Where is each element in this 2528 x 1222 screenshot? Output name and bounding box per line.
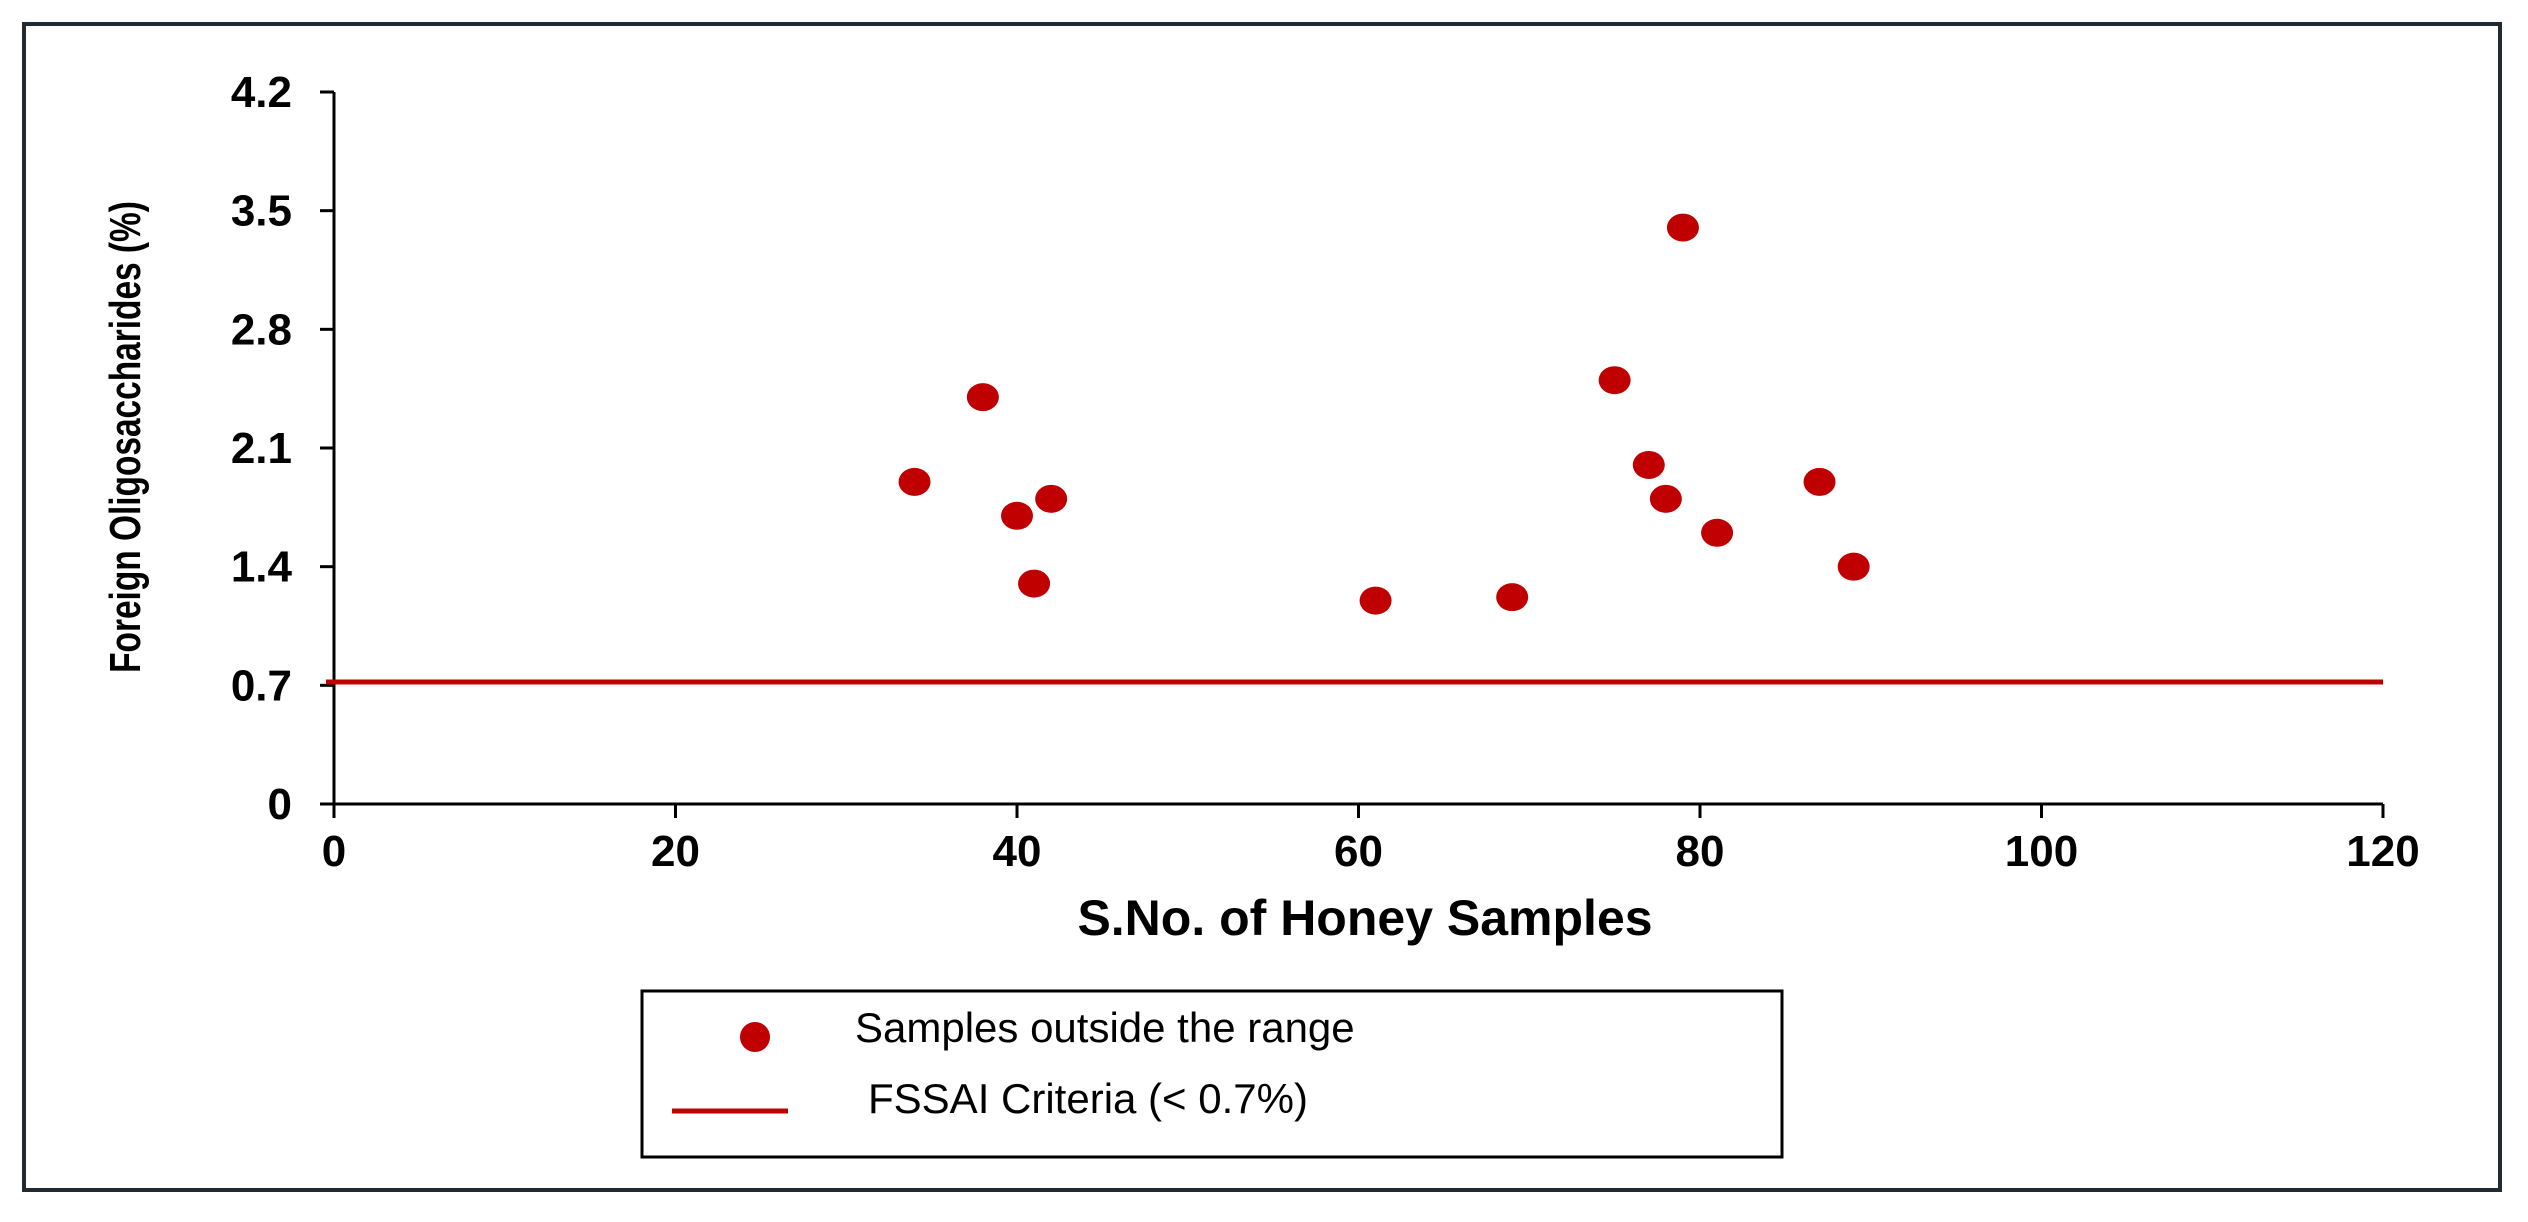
x-tick-label: 20 <box>651 827 700 876</box>
y-tick-label: 1.4 <box>231 543 293 592</box>
data-point <box>1837 552 1870 581</box>
x-tick-labels: 0 20 40 60 80 100 120 <box>322 827 2420 876</box>
data-point <box>1803 467 1836 496</box>
data-point <box>1649 484 1682 513</box>
data-point <box>1666 213 1699 242</box>
x-tick-label: 80 <box>1676 827 1725 876</box>
y-tick-labels: 0 0.7 1.4 2.1 2.8 3.5 4.2 <box>231 68 293 829</box>
y-tick-label: 0 <box>268 780 292 829</box>
legend-box <box>640 989 1784 1159</box>
data-point <box>1632 450 1665 479</box>
legend-label-line: FSSAI Criteria (< 0.7%) <box>868 1075 1308 1122</box>
y-axis-title: Foreign Oligosaccharides (%) <box>102 201 150 673</box>
data-point <box>1359 586 1392 615</box>
x-tick-label: 60 <box>1334 827 1383 876</box>
data-point <box>1496 583 1529 612</box>
data-point <box>898 467 931 496</box>
x-tick-label: 40 <box>993 827 1042 876</box>
data-point <box>1018 569 1051 598</box>
x-tick-label: 0 <box>322 827 346 876</box>
x-axis-title: S.No. of Honey Samples <box>1077 890 1652 946</box>
axes <box>320 90 2385 818</box>
y-tick-label: 3.5 <box>231 187 292 236</box>
y-tick-label: 0.7 <box>231 661 292 710</box>
data-point <box>1001 501 1033 530</box>
legend-label-scatter: Samples outside the range <box>855 1004 1355 1051</box>
data-point <box>966 383 999 412</box>
data-points <box>898 213 1870 615</box>
x-tick-label: 120 <box>2346 827 2419 876</box>
data-point <box>1598 366 1631 395</box>
x-tick-label: 100 <box>2005 827 2078 876</box>
y-tick-label: 2.1 <box>231 424 292 473</box>
data-point <box>1035 484 1068 513</box>
data-point <box>1701 518 1734 547</box>
legend: Samples outside the range FSSAI Criteria… <box>640 989 1784 1159</box>
y-tick-label: 2.8 <box>231 305 292 354</box>
y-tick-label: 4.2 <box>231 68 292 117</box>
legend-marker-scatter <box>740 1022 770 1052</box>
